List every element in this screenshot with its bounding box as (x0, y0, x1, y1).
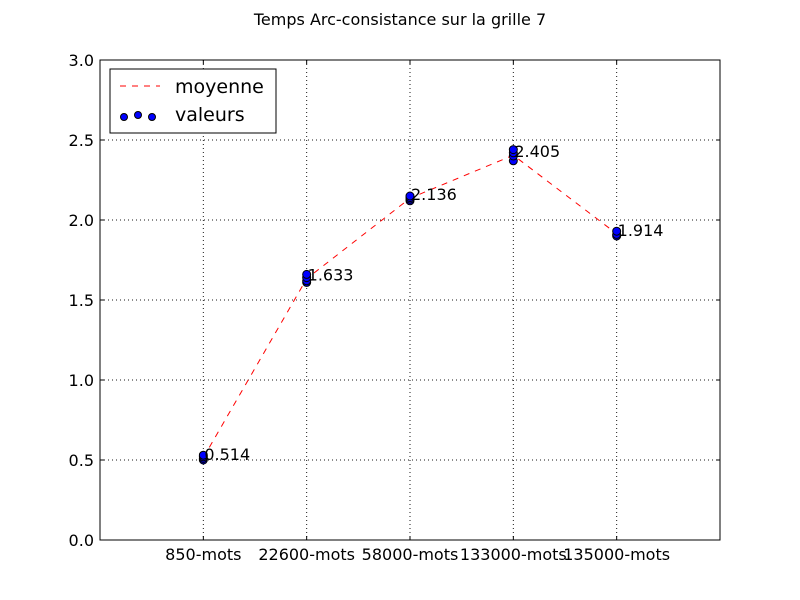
y-tick-label: 2.0 (69, 211, 94, 230)
value-point (198, 450, 208, 460)
x-tick-label: 133000-mots (460, 545, 567, 564)
legend-valeurs-label: valeurs (175, 104, 245, 126)
legend-valeurs-swatch-2 (134, 111, 142, 119)
chart-title: Temps Arc-consistance sur la grille 7 (253, 10, 546, 29)
data-label: 2.405 (514, 142, 560, 161)
x-tick-label: 135000-mots (563, 545, 670, 564)
y-axis: 0.0 0.5 1.0 1.5 2.0 2.5 3.0 (69, 51, 720, 550)
data-label: 1.633 (308, 266, 354, 285)
legend: moyenne valeurs (109, 68, 277, 134)
x-tick-label: 850-mots (165, 545, 241, 564)
x-tick-label: 58000-mots (362, 545, 459, 564)
value-point (508, 145, 518, 155)
legend-box (109, 68, 277, 134)
y-tick-label: 3.0 (69, 51, 94, 70)
data-labels: 0.514 1.633 2.136 2.405 1.914 (204, 142, 663, 464)
value-point (302, 269, 312, 279)
legend-valeurs-swatch-1 (120, 113, 128, 121)
data-label: 2.136 (411, 185, 457, 204)
y-tick-label: 0.0 (69, 531, 94, 550)
value-points (198, 145, 622, 465)
data-label: 1.914 (618, 221, 664, 240)
legend-valeurs-swatch-3 (148, 113, 156, 121)
x-tick-label: 22600-mots (258, 545, 355, 564)
y-tick-label: 1.0 (69, 371, 94, 390)
grid-lines (100, 60, 720, 540)
data-label: 0.514 (204, 445, 250, 464)
y-tick-label: 1.5 (69, 291, 94, 310)
x-axis: 850-mots 22600-mots 58000-mots 133000-mots1… (165, 60, 670, 564)
y-tick-label: 2.5 (69, 131, 94, 150)
value-point (405, 191, 415, 201)
value-point (612, 226, 622, 236)
legend-moyenne-label: moyenne (175, 76, 264, 98)
y-tick-label: 0.5 (69, 451, 94, 470)
